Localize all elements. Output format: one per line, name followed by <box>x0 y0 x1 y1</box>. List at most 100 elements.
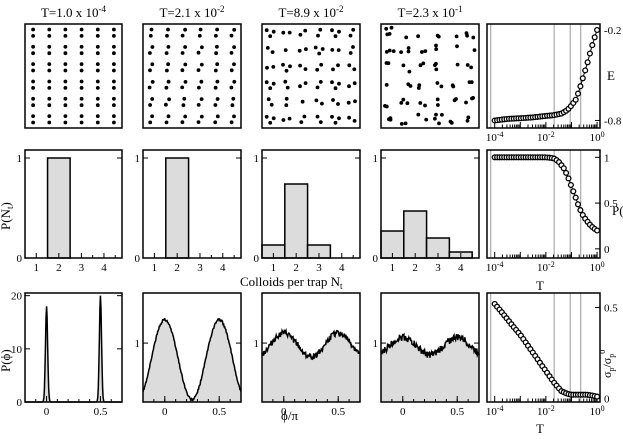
colloid-dot <box>319 62 324 67</box>
colloid-dot <box>436 103 440 107</box>
colloid-dot <box>47 51 52 56</box>
x-tick-label: 1 <box>34 262 40 274</box>
colloid-dot <box>47 34 52 38</box>
colloid-dot <box>271 65 276 69</box>
colloid-dot <box>148 51 152 55</box>
colloid-dot <box>181 103 186 108</box>
colloid-dot <box>434 61 438 66</box>
colloid-dot <box>63 68 68 73</box>
y-tick-label: 0 <box>254 253 260 265</box>
y-axis-label-sigma: σp/σp0 <box>598 350 616 378</box>
colloid-dot <box>454 34 459 39</box>
colloid-dot <box>183 114 188 119</box>
colloid-dot <box>31 51 35 56</box>
colloid-dot <box>318 27 323 32</box>
colloid-dot <box>336 48 341 52</box>
colloid-dot <box>150 45 155 49</box>
colloid-dot <box>314 98 319 103</box>
colloid-dot <box>213 85 218 90</box>
snapshot-title: T=8.9 x 10-2 <box>278 4 343 20</box>
colloid-dot <box>164 85 169 90</box>
colloid-dot <box>471 96 475 100</box>
colloid-dot <box>406 46 411 50</box>
p2-panel: 10-4 10-2 100 0 0.5 1 P(2) <box>486 149 623 274</box>
colloid-dot <box>320 101 324 106</box>
data-point <box>572 96 579 103</box>
data-point <box>574 90 582 97</box>
colloid-dot <box>416 86 421 90</box>
colloid-dot <box>353 99 357 104</box>
colloid-dot <box>336 102 340 106</box>
x-tick-label: 4 <box>101 262 107 274</box>
x-tick-label: 0 <box>400 406 406 418</box>
data-line <box>494 156 598 231</box>
colloid-dot <box>79 27 84 32</box>
colloid-dot <box>297 48 302 53</box>
colloid-dot <box>231 96 236 101</box>
colloid-dot <box>166 27 170 32</box>
y-tick-label: 0.5 <box>604 198 618 210</box>
y-tick-label: 0 <box>604 244 610 256</box>
colloid-dot <box>31 68 35 73</box>
plot-frame <box>24 149 123 259</box>
colloid-dot <box>150 62 155 67</box>
colloid-dot <box>337 29 341 34</box>
colloid-dot <box>318 80 323 84</box>
plot-frame <box>486 292 601 403</box>
y-tick-label: 0 <box>135 253 141 265</box>
data-point <box>594 26 601 34</box>
y-tick-label: 1 <box>373 338 379 350</box>
colloid-dot <box>418 63 423 68</box>
colloid-dot <box>352 81 357 86</box>
y-tick-label: 20 <box>11 291 23 303</box>
colloid-dot <box>229 68 234 73</box>
colloid-dot <box>182 96 187 101</box>
x-tick-label: 1 <box>271 262 277 274</box>
colloid-dot <box>167 97 172 102</box>
colloid-dot <box>317 51 322 56</box>
panels-layer: T=1.0 x 10-4 T=2.1 x 10-2 T=8.9 x 10-2 T=2.… <box>0 4 623 418</box>
colloid-dot <box>269 102 274 107</box>
colloid-dot <box>63 96 68 101</box>
colloid-dot <box>47 44 52 49</box>
colloid-dot <box>213 68 218 73</box>
x-tick-label: 4 <box>458 262 464 274</box>
snapshot-title: T=1.0 x 10-4 <box>41 4 107 20</box>
colloid-dot <box>229 85 234 90</box>
colloid-dot <box>112 44 116 49</box>
colloid-dot <box>347 115 351 120</box>
y-tick-label: 0 <box>17 397 23 409</box>
colloid-dot <box>330 28 334 33</box>
distribution-line <box>25 295 122 403</box>
colloid-dot <box>147 85 152 90</box>
colloid-dot <box>416 112 421 117</box>
colloid-dot <box>384 26 389 31</box>
colloid-dot <box>95 114 100 118</box>
data-point <box>594 393 601 400</box>
colloid-dot <box>401 97 406 102</box>
colloid-dot <box>281 62 285 67</box>
colloid-dot <box>199 79 204 84</box>
colloid-dot <box>213 103 218 107</box>
colloid-dot <box>271 116 276 121</box>
colloid-dot <box>164 102 168 107</box>
x-tick-label: 0.5 <box>94 406 108 418</box>
colloid-dot <box>31 34 35 38</box>
colloid-dot <box>165 33 169 38</box>
colloid-dot <box>336 63 340 68</box>
colloid-dot <box>421 61 426 66</box>
y-tick-label: 1 <box>254 338 260 350</box>
colloid-dot <box>148 68 152 73</box>
colloid-dot <box>112 68 116 73</box>
colloid-dot <box>399 101 404 105</box>
angle-distribution-panel-2: 0 0.51 <box>135 292 242 418</box>
colloid-dot <box>315 85 320 90</box>
colloid-dot <box>320 47 325 51</box>
colloid-dot <box>264 28 269 33</box>
colloid-dot <box>63 120 68 125</box>
x-tick-label: 4 <box>339 262 345 274</box>
colloid-dot <box>199 97 204 101</box>
data-point <box>572 194 579 201</box>
x-tick-label: 0 <box>44 406 50 418</box>
